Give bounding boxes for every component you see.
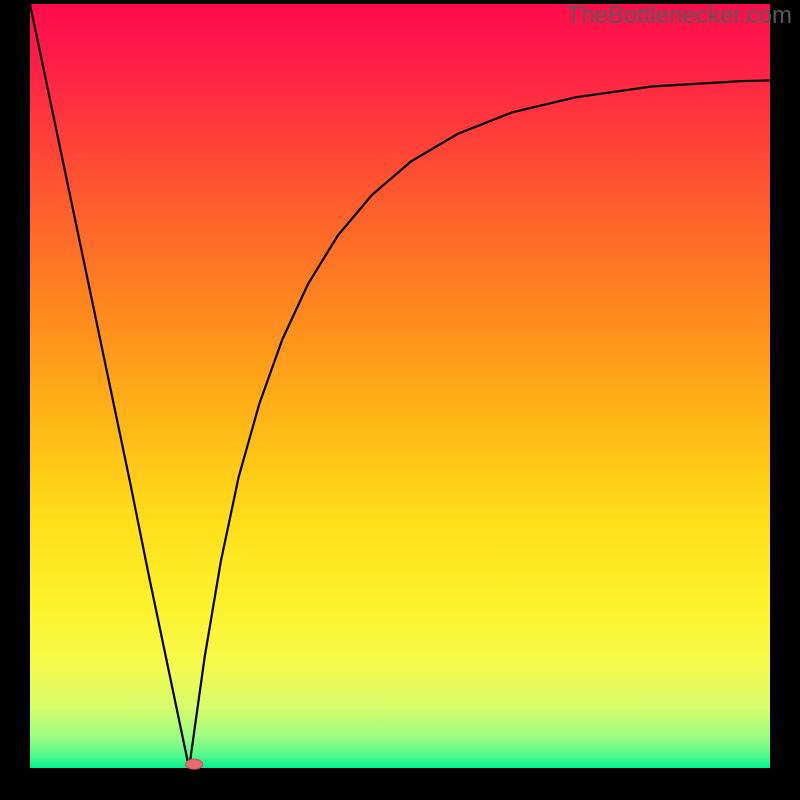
curve-right-branch [189,80,770,768]
curve-left-branch [30,4,189,768]
curve-layer [30,4,770,768]
plot-area [30,4,770,768]
watermark-text: TheBottlenecker.com [567,2,792,30]
vertex-marker [185,759,203,770]
chart-root: TheBottlenecker.com [0,0,800,800]
